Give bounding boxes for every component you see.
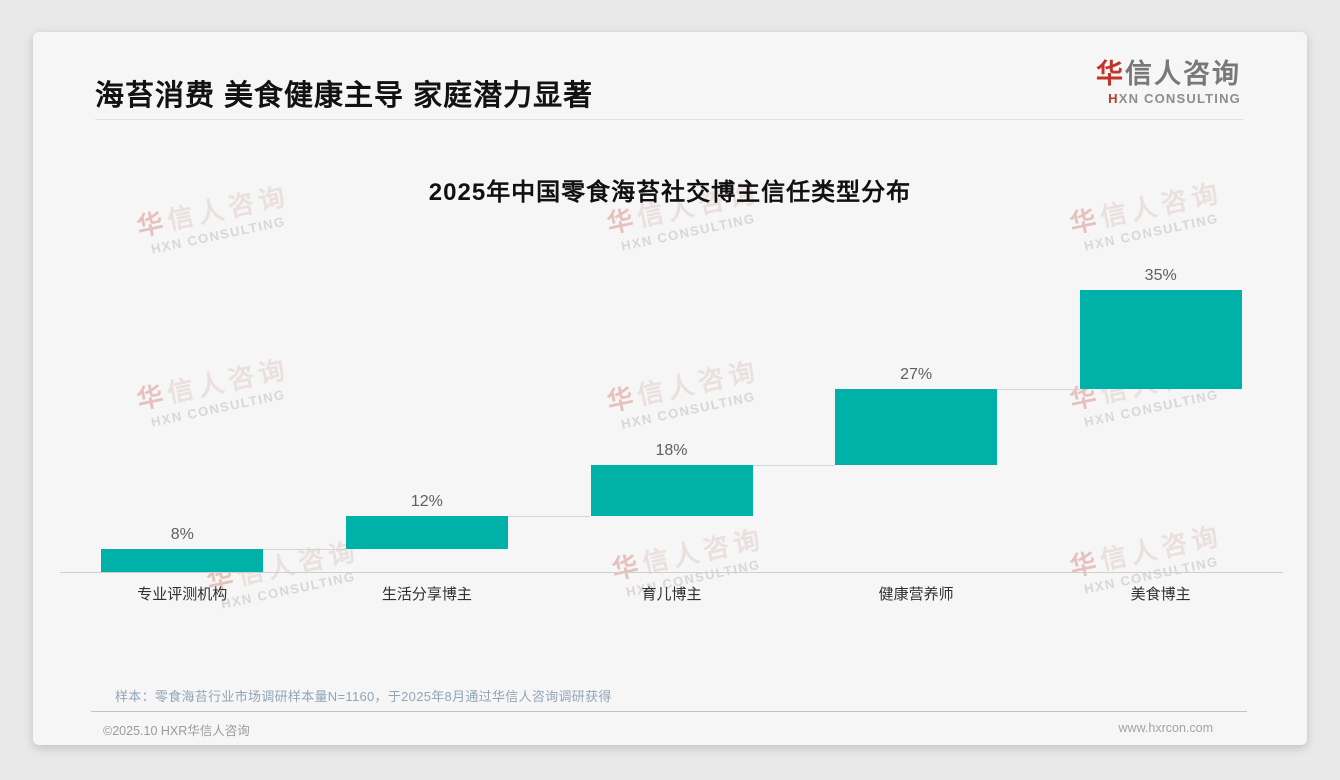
category-label: 美食博主 xyxy=(1130,586,1191,603)
waterfall-connector-line xyxy=(263,549,346,551)
waterfall-connector-line xyxy=(997,388,1080,390)
copyright-text: ©2025.10 HXR华信人咨询 xyxy=(103,724,250,738)
waterfall-chart: 8% 专业评测机构 12% 生活分享博主 18% 育儿博主 27% 健康营养师 35% 美食博主 xyxy=(33,32,1307,745)
bar-育儿博主[interactable] xyxy=(590,464,753,516)
category-label: 育儿博主 xyxy=(641,586,702,603)
x-axis-line xyxy=(60,572,1283,573)
waterfall-connector-line xyxy=(507,515,591,517)
bar-健康营养师[interactable] xyxy=(835,388,998,465)
bar-美食博主[interactable] xyxy=(1079,290,1242,389)
footer-divider xyxy=(91,711,1247,712)
value-label: 12% xyxy=(410,492,443,510)
waterfall-connector-line xyxy=(752,464,836,466)
value-label: 27% xyxy=(900,365,933,383)
website-url: www.hxrcon.com xyxy=(1118,721,1213,735)
category-label: 健康营养师 xyxy=(878,586,954,603)
bar-专业评测机构[interactable] xyxy=(101,549,264,572)
logo-english-text: HXN CONSULTING xyxy=(1108,90,1241,106)
value-label: 8% xyxy=(170,526,194,544)
category-label: 生活分享博主 xyxy=(381,586,472,603)
logo-chinese-text: 华信人咨询 xyxy=(1096,59,1241,89)
bar-生活分享博主[interactable] xyxy=(345,515,508,550)
sample-note: 样本：零食海苔行业市场调研样本量N=1160，于2025年8月通过华信人咨询调研… xyxy=(115,689,612,704)
chart-title: 2025年中国零食海苔社交博主信任类型分布 xyxy=(428,179,912,206)
value-label: 18% xyxy=(655,441,688,459)
company-logo: 华信人咨询 HXN CONSULTING xyxy=(1096,59,1241,106)
category-label: 专业评测机构 xyxy=(137,586,228,603)
page-title: 海苔消费 美食健康主导 家庭潜力显著 xyxy=(95,80,594,112)
header-divider xyxy=(95,119,1243,120)
report-card: 华信人咨询 HXN CONSULTING 华信人咨询 HXN CONSULTING 华信… xyxy=(33,32,1307,745)
value-label: 35% xyxy=(1144,267,1177,284)
